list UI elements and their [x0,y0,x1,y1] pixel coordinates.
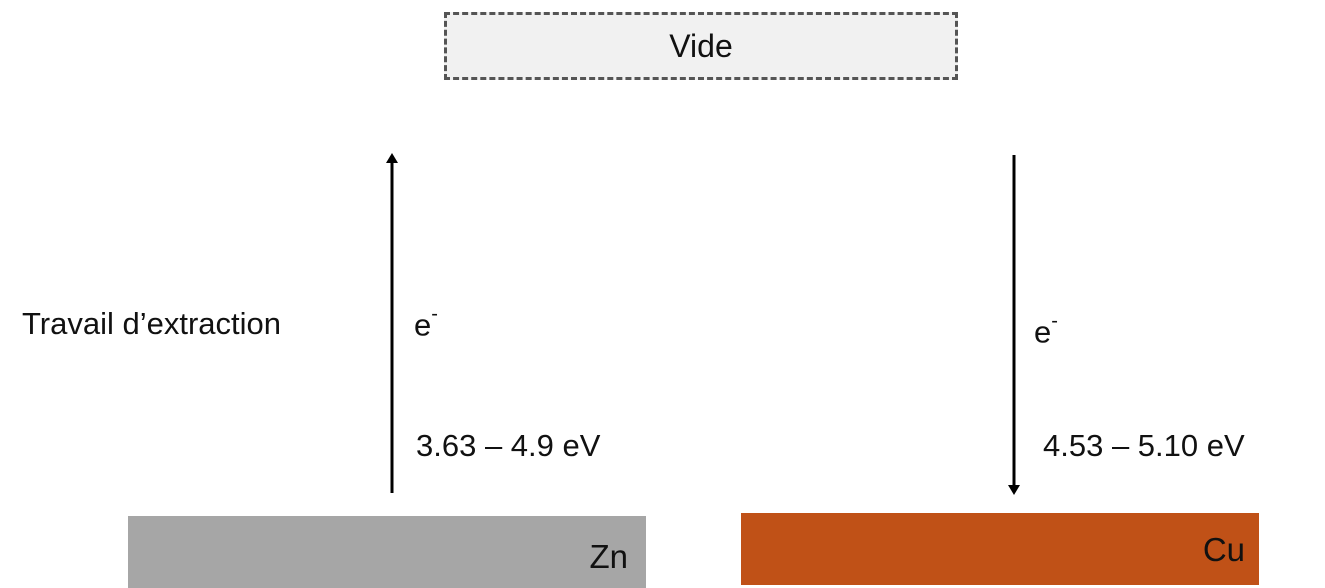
cu-work-function-range: 4.53 – 5.10 eV [1043,428,1245,463]
zn-electron-label: e- [414,304,438,343]
electron-charge: - [1051,310,1058,332]
work-function-label: Travail d’extraction [22,306,282,341]
zn-metal-block: Zn [128,516,646,588]
cu-label: Cu [1202,531,1245,568]
vacuum-label: Vide [669,27,733,64]
cu-electron-label: e- [1034,311,1058,350]
electron-symbol: e [414,307,432,343]
electron-charge: - [431,303,438,325]
vacuum-level-box: Vide [444,12,958,80]
zn-label: Zn [589,538,628,575]
zn-work-function-range: 3.63 – 4.9 eV [416,428,601,463]
cu-metal-block: Cu [741,513,1259,585]
electron-symbol: e [1034,314,1052,350]
